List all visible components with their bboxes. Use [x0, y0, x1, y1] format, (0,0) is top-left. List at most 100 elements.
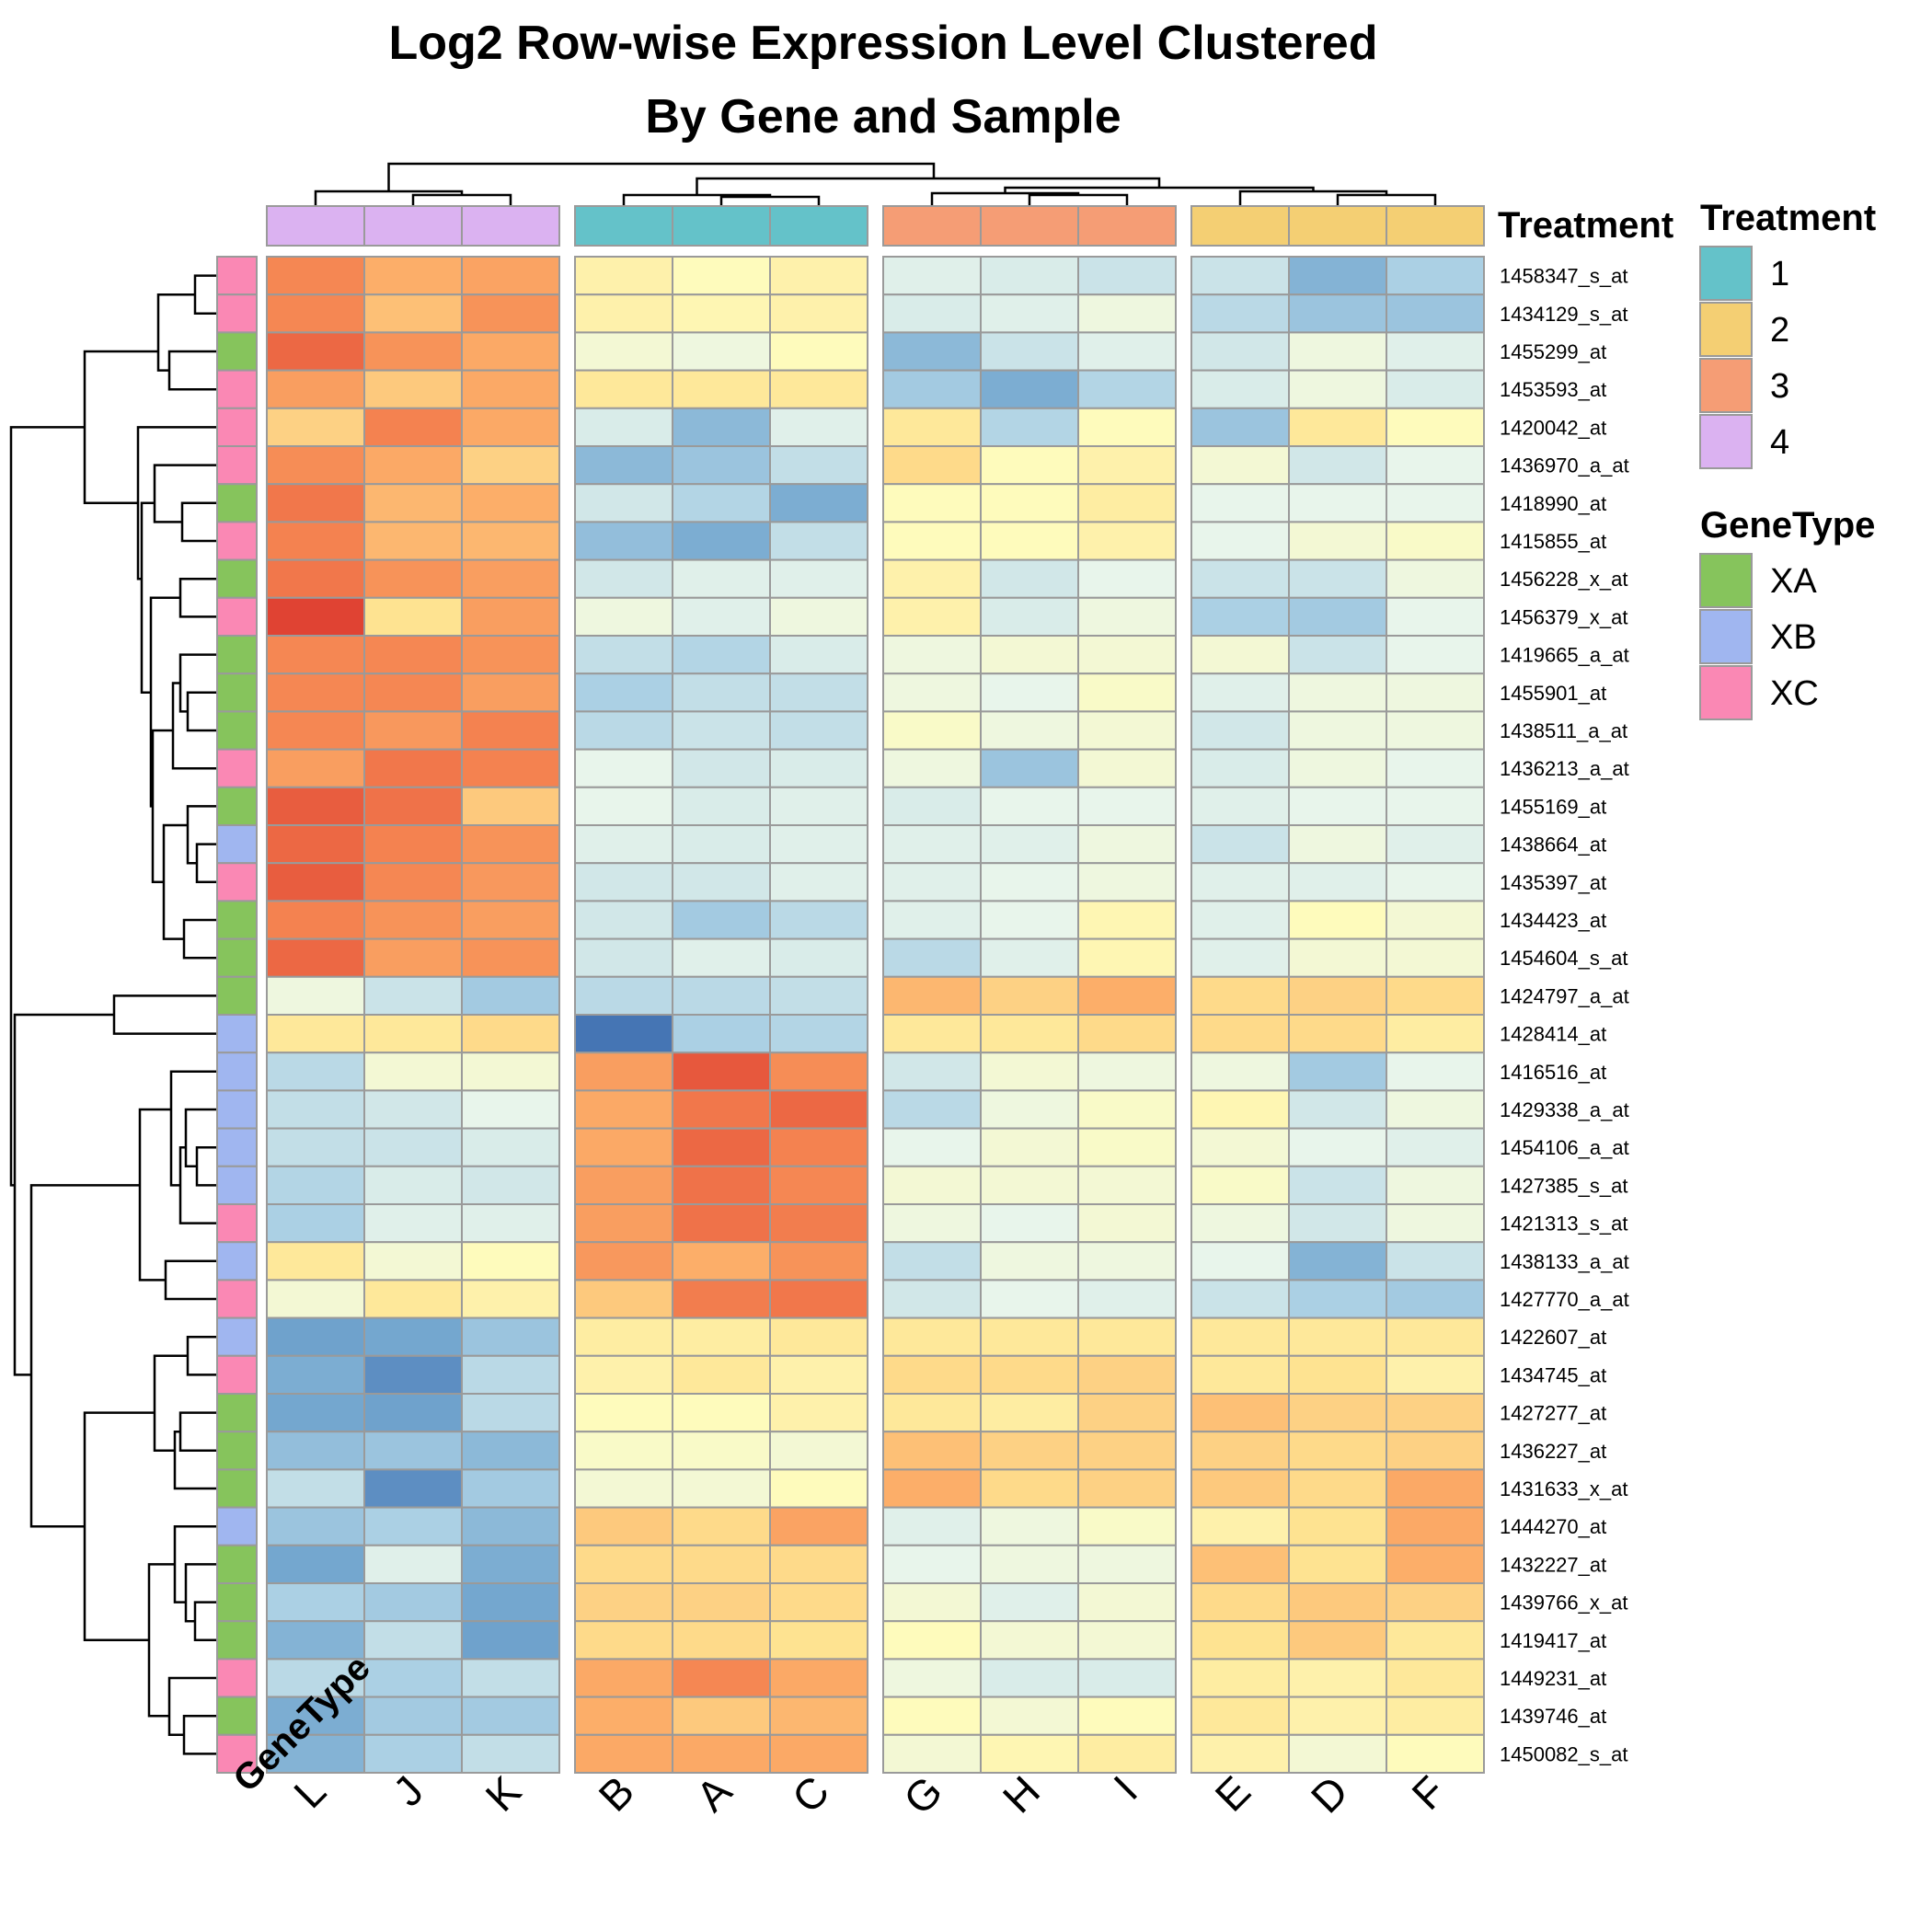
column-dendrogram-branch: [1336, 193, 1437, 206]
heatmap-cell: [1386, 256, 1485, 296]
heatmap-cell: [266, 900, 365, 940]
heatmap-cell: [574, 293, 673, 334]
heatmap-cell: [980, 293, 1079, 334]
heatmap-cell: [1288, 331, 1387, 372]
heatmap-cell: [461, 1658, 560, 1698]
heatmap-cell: [461, 1052, 560, 1092]
row-label: 1438511_a_at: [1500, 719, 1627, 742]
heatmap-cell: [1190, 900, 1290, 940]
heatmap-cell: [363, 331, 463, 372]
row-dendrogram-branch: [169, 1070, 217, 1187]
heatmap-cell: [882, 445, 982, 486]
heatmap-cell: [1077, 445, 1177, 486]
heatmap-cell: [574, 1393, 673, 1433]
column-label: G: [894, 1766, 951, 1823]
heatmap-cell: [980, 483, 1079, 523]
heatmap-cell: [672, 1203, 771, 1244]
heatmap-cell: [1077, 1089, 1177, 1130]
genetype-annotation-cell: [216, 1544, 258, 1585]
heatmap-cell: [980, 1089, 1079, 1130]
heatmap-cell: [882, 1468, 982, 1509]
heatmap-cell: [882, 900, 982, 940]
heatmap-cell: [1077, 937, 1177, 978]
heatmap-cell: [363, 521, 463, 561]
heatmap-cell: [266, 975, 365, 1017]
heatmap-cell: [461, 672, 560, 713]
heatmap-cell: [1288, 407, 1387, 447]
heatmap-cell: [1190, 558, 1290, 599]
heatmap-cell: [672, 1658, 771, 1698]
heatmap-cell: [363, 1127, 463, 1167]
heatmap-cell: [266, 1658, 365, 1698]
heatmap-cell: [1386, 558, 1485, 599]
heatmap-cell: [882, 1127, 982, 1167]
column-annotation-bar: [266, 205, 1485, 247]
heatmap-cell: [769, 1203, 868, 1244]
heatmap-cell: [266, 862, 365, 902]
row-label: 1436970_a_at: [1500, 454, 1629, 477]
heatmap-cell: [1190, 710, 1290, 751]
row-dendrogram-branch: [140, 501, 155, 695]
treatment-annotation-cell: [574, 205, 673, 247]
heatmap-cell: [769, 937, 868, 978]
genetype-annotation-cell: [216, 672, 258, 713]
heatmap-cell: [574, 900, 673, 940]
column-dendrogram-branch: [1238, 190, 1388, 206]
heatmap-cell: [1288, 1316, 1387, 1357]
heatmap-cell: [574, 824, 673, 865]
row-label: 1438664_at: [1500, 833, 1606, 856]
heatmap-cell: [882, 1695, 982, 1736]
genetype-annotation-cell: [216, 900, 258, 940]
heatmap-cell: [363, 407, 463, 447]
heatmap-cell: [1288, 1165, 1387, 1206]
heatmap-cell: [882, 407, 982, 447]
row-dendrogram-branch: [193, 274, 217, 316]
heatmap-cell: [980, 710, 1079, 751]
heatmap-cell: [363, 1393, 463, 1433]
heatmap-cell: [461, 1165, 560, 1206]
heatmap-cell: [1386, 1203, 1485, 1244]
heatmap-cell: [1190, 521, 1290, 561]
heatmap-cell: [1190, 1620, 1290, 1661]
heatmap-cell: [574, 862, 673, 902]
heatmap-cell: [769, 748, 868, 788]
genetype-annotation-cell: [216, 1582, 258, 1623]
legend-label: XA: [1770, 562, 1817, 601]
row-dendrogram-branch: [173, 1430, 217, 1490]
heatmap-cell: [266, 558, 365, 599]
heatmap-cell: [1077, 558, 1177, 599]
treatment-annotation-cell: [672, 205, 771, 247]
heatmap-cell: [672, 900, 771, 940]
heatmap-cell: [1288, 786, 1387, 826]
heatmap-cell: [266, 635, 365, 675]
row-label: 1450082_s_at: [1500, 1742, 1627, 1765]
heatmap-cell: [363, 1544, 463, 1585]
heatmap-cell: [980, 1203, 1079, 1244]
heatmap-cell: [266, 1241, 365, 1282]
heatmap-cell: [574, 483, 673, 523]
heatmap-cell: [1190, 824, 1290, 865]
genetype-annotation-cell: [216, 521, 258, 561]
heatmap-cell: [574, 1733, 673, 1775]
heatmap-cell: [363, 900, 463, 940]
row-label: 1458347_s_at: [1500, 265, 1627, 288]
heatmap-cell: [574, 1089, 673, 1130]
heatmap-cell: [1288, 1506, 1387, 1546]
genetype-annotation-cell: [216, 558, 258, 599]
column-label: L: [284, 1766, 335, 1817]
row-label: 1419665_a_at: [1500, 644, 1629, 667]
heatmap-cell: [461, 710, 560, 751]
heatmap-cell: [363, 1620, 463, 1661]
heatmap-cell: [672, 293, 771, 334]
row-dendrogram-branch: [164, 1259, 217, 1301]
heatmap-cell: [672, 1354, 771, 1396]
heatmap-cell: [672, 1279, 771, 1319]
heatmap-cell: [769, 1658, 868, 1698]
legend-swatch: [1699, 302, 1753, 357]
chart-title-line-2: By Gene and Sample: [645, 90, 1121, 144]
row-dendrogram-branch: [186, 1335, 217, 1376]
genetype-legend: GeneType XA XB XC: [1699, 505, 1875, 720]
heatmap-cell: [266, 445, 365, 486]
genetype-annotation-cell: [216, 1506, 258, 1546]
heatmap-cell: [882, 1354, 982, 1396]
